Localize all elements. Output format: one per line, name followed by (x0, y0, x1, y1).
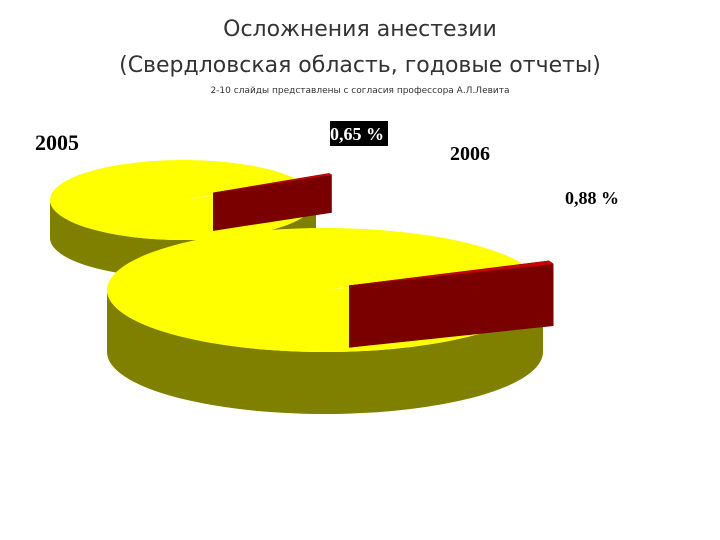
title-line: (Свердловская область, годовые отчеты) (119, 53, 601, 78)
value-label: 0,65 % (330, 124, 384, 144)
slice (349, 260, 555, 286)
slice-face (349, 263, 554, 348)
value-label: 0,88 % (565, 188, 619, 208)
slice-side (107, 290, 543, 414)
label-box (330, 121, 388, 146)
subtitle: 2-10 слайды представлены с согласия проф… (210, 86, 509, 96)
chart-title: 2005 (35, 130, 79, 155)
slice-face (213, 174, 332, 231)
chart-title: 2006 (450, 143, 490, 165)
title-line: Осложнения анестезии (223, 17, 497, 42)
slice (212, 173, 333, 194)
slice-side (550, 263, 554, 326)
slice-side (328, 174, 332, 213)
